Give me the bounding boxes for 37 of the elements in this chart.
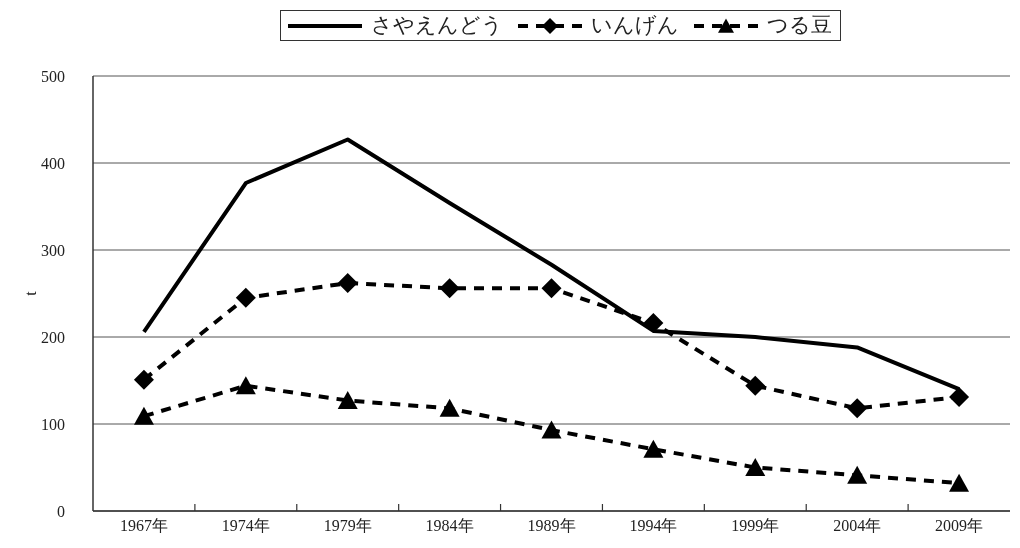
point [337, 273, 358, 294]
point [235, 376, 256, 395]
legend-label: さやえんどう [370, 13, 503, 38]
point [745, 458, 766, 476]
point [541, 420, 562, 439]
point [541, 278, 562, 299]
legend-label: いんげん [590, 13, 679, 38]
x-tick-label: 1967年 [119, 517, 168, 535]
x-tick-label: 2004年 [833, 517, 882, 535]
y-tick-label: 300 [41, 241, 65, 259]
x-tick-label: 1989年 [527, 517, 576, 535]
point [439, 398, 460, 417]
y-tick-label: 500 [41, 67, 65, 85]
x-tick-label: 2009年 [935, 517, 984, 535]
point [949, 387, 970, 408]
point [439, 278, 460, 299]
x-tick-label: 1994年 [629, 517, 678, 535]
point [235, 287, 256, 308]
point [745, 375, 766, 396]
point [133, 406, 154, 425]
y-tick-label: 0 [57, 502, 65, 520]
point [133, 369, 154, 390]
point [949, 473, 970, 492]
legend-label: つる豆 [766, 13, 832, 38]
x-tick-label: 1999年 [731, 517, 780, 535]
point [643, 439, 664, 458]
y-tick-label: 100 [41, 415, 65, 433]
y-axis-title: t [21, 290, 39, 296]
y-tick-label: 400 [41, 154, 65, 172]
point [643, 313, 664, 334]
x-tick-label: 1984年 [425, 517, 474, 535]
point [847, 465, 868, 484]
point [847, 398, 868, 419]
y-tick-label: 200 [41, 328, 65, 346]
x-tick-label: 1974年 [221, 517, 270, 535]
point [337, 391, 358, 410]
x-tick-label: 1979年 [323, 517, 372, 535]
